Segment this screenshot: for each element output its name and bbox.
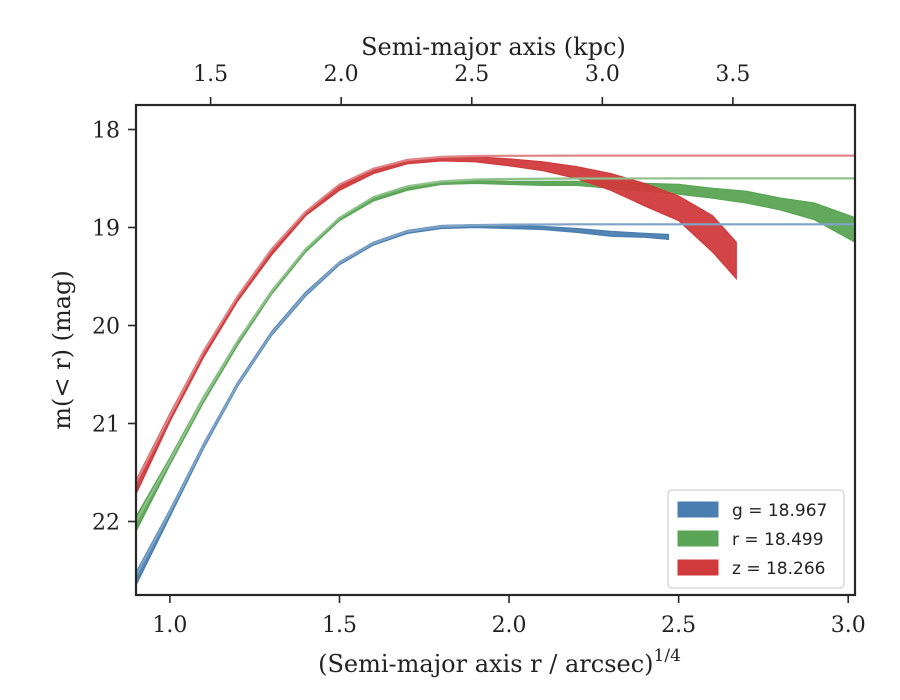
top-axis: 1.5 2.0 2.5 3.0 3.5 <box>193 62 750 105</box>
y-axis-title: m(< r) (mag) <box>48 270 76 429</box>
x-axis-title-exponent: 1/4 <box>654 646 681 666</box>
legend-label-r: r = 18.499 <box>732 530 824 550</box>
series-model-line-g <box>136 223 855 576</box>
y-tick-label: 22 <box>92 511 120 536</box>
plot-frame <box>134 103 857 597</box>
legend-swatch-z <box>677 559 719 576</box>
y-tick-label: 21 <box>92 413 120 438</box>
top-axis-title: Semi-major axis (kpc) <box>361 33 626 61</box>
top-x-tick-label: 2.0 <box>324 62 359 87</box>
x-tick-label: 3.0 <box>831 613 866 638</box>
legend-label-g: g = 18.967 <box>732 501 827 521</box>
top-x-tick-label: 3.0 <box>585 62 620 87</box>
x-tick-label: 2.0 <box>492 613 527 638</box>
bottom-axis: 1.0 1.5 2.0 2.5 3.0 <box>152 595 866 638</box>
y-tick-label: 19 <box>92 217 120 242</box>
top-x-tick-label: 1.5 <box>193 62 228 87</box>
left-axis: 18 19 20 21 22 <box>92 119 136 536</box>
series-model-line-z <box>136 154 855 483</box>
legend: g = 18.967 r = 18.499 z = 18.266 <box>667 489 845 589</box>
series-band-r <box>136 179 855 532</box>
x-tick-label: 1.5 <box>322 613 357 638</box>
y-tick-label: 18 <box>92 119 120 144</box>
legend-swatch-r <box>677 530 719 547</box>
x-axis-title: (Semi-major axis r / arcsec)1/4 <box>318 646 681 678</box>
x-tick-label: 2.5 <box>661 613 696 638</box>
series-band-g <box>136 223 670 586</box>
top-x-tick-label: 3.5 <box>715 62 750 87</box>
legend-label-z: z = 18.266 <box>732 559 825 579</box>
top-x-tick-label: 2.5 <box>454 62 489 87</box>
x-axis-title-base: (Semi-major axis r / arcsec) <box>318 650 653 678</box>
legend-swatch-g <box>677 501 719 518</box>
series-model-line-r <box>136 177 855 523</box>
x-tick-label: 1.0 <box>152 613 187 638</box>
y-tick-label: 20 <box>92 315 120 340</box>
series-model-lines <box>136 154 855 576</box>
series-band-z <box>136 156 737 495</box>
